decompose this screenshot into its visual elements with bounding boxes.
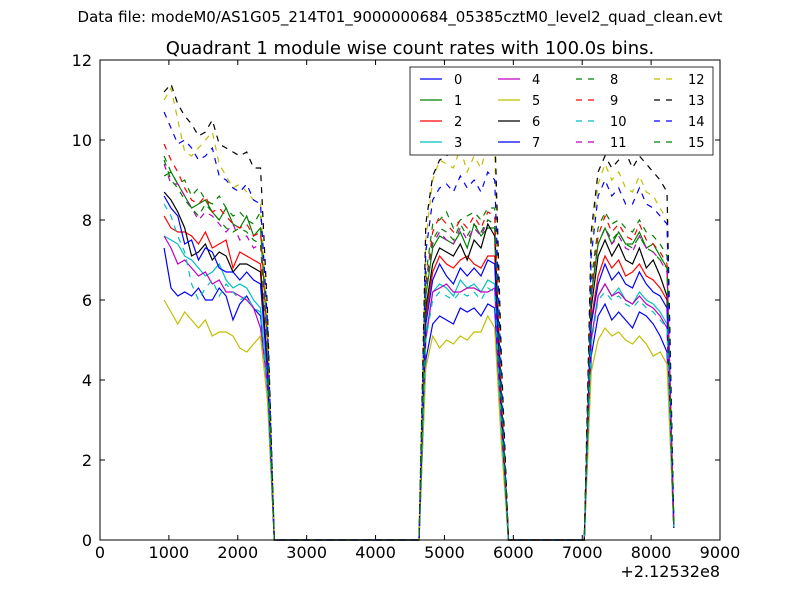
series-line-4: [163, 235, 675, 541]
series-line-12: [163, 86, 675, 541]
y-tick-label: 2: [82, 451, 92, 470]
legend-label-11: 11: [610, 136, 627, 151]
x-tick-label: 2000: [217, 543, 258, 562]
x-tick-label: 4000: [355, 543, 396, 562]
legend-label-9: 9: [610, 94, 618, 109]
x-tick-label: 1000: [149, 543, 190, 562]
series-line-8: [163, 155, 675, 541]
legend-label-7: 7: [532, 136, 540, 151]
x-tick-label: 5000: [424, 543, 465, 562]
axis-ticks: 0 1000 2000 3000 4000 5000 6000 7000 8000 9000 0 2 4…: [72, 51, 741, 562]
series-line-14: [163, 111, 675, 541]
series-line-5: [163, 299, 675, 541]
legend-box: [409, 66, 714, 156]
legend-label-8: 8: [610, 73, 618, 88]
legend-label-14: 14: [688, 115, 705, 130]
x-offset-label: +2.12532e8: [620, 562, 720, 581]
series-line-3: [163, 235, 675, 541]
y-tick-label: 10: [72, 131, 92, 150]
legend-label-13: 13: [688, 94, 705, 109]
series-line-13: [163, 82, 675, 541]
y-tick-label: 6: [82, 291, 92, 310]
y-tick-label: 0: [82, 531, 92, 550]
data-file-suptitle: Data file: modeM0/AS1G05_214T01_90000006…: [77, 8, 723, 26]
legend-label-0: 0: [454, 73, 462, 88]
x-tick-label: 9000: [700, 543, 741, 562]
series-line-15: [163, 159, 675, 541]
plot-lines: [163, 82, 675, 541]
y-tick-label: 4: [82, 371, 92, 390]
series-line-10: [163, 203, 675, 541]
series-line-6: [163, 191, 675, 541]
legend-label-6: 6: [532, 115, 540, 130]
series-line-11: [163, 163, 675, 541]
series-line-7: [163, 195, 675, 541]
legend-label-1: 1: [454, 94, 462, 109]
y-tick-label: 12: [72, 51, 92, 70]
x-tick-label: 6000: [493, 543, 534, 562]
x-tick-label: 8000: [631, 543, 672, 562]
legend-label-2: 2: [454, 115, 462, 130]
legend-label-5: 5: [532, 94, 540, 109]
legend-label-12: 12: [688, 73, 705, 88]
legend-label-15: 15: [688, 136, 705, 151]
series-line-0: [163, 247, 675, 541]
legend-label-4: 4: [532, 73, 540, 88]
x-tick-label: 3000: [286, 543, 327, 562]
legend-label-10: 10: [610, 115, 627, 130]
series-line-2: [163, 215, 675, 541]
legend-label-3: 3: [454, 136, 462, 151]
chart-title: Quadrant 1 module wise count rates with …: [166, 38, 655, 59]
y-tick-label: 8: [82, 211, 92, 230]
x-tick-label: 7000: [562, 543, 603, 562]
x-tick-label: 0: [95, 543, 105, 562]
series-line-9: [163, 143, 675, 541]
